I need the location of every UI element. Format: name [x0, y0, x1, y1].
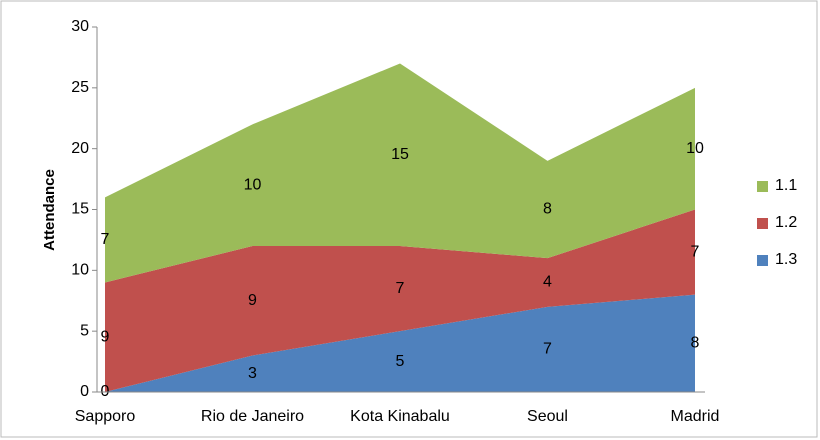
- data-label: 10: [686, 140, 704, 157]
- y-tick-label: 0: [80, 383, 89, 400]
- x-tick-label: Rio de Janeiro: [201, 408, 304, 425]
- data-label: 10: [244, 176, 262, 193]
- legend-swatch: [757, 218, 768, 229]
- data-label: 9: [248, 292, 257, 309]
- data-label: 7: [543, 341, 552, 358]
- data-label: 7: [101, 231, 110, 248]
- legend-label: 1.3: [775, 251, 797, 268]
- y-tick-label: 30: [71, 18, 89, 35]
- y-tick-label: 10: [71, 262, 89, 279]
- data-label: 8: [691, 335, 700, 352]
- legend-swatch: [757, 181, 768, 192]
- data-label: 9: [101, 328, 110, 345]
- data-label: 5: [396, 353, 405, 370]
- data-label: 7: [691, 243, 700, 260]
- y-tick-label: 25: [71, 79, 89, 96]
- x-tick-label: Madrid: [671, 408, 720, 425]
- data-label: 8: [543, 201, 552, 218]
- legend-label: 1.2: [775, 214, 797, 231]
- x-tick-label: Sapporo: [75, 408, 136, 425]
- y-tick-label: 5: [80, 322, 89, 339]
- legend-label: 1.1: [775, 177, 797, 194]
- y-tick-label: 20: [71, 140, 89, 157]
- data-label: 4: [543, 274, 552, 291]
- data-label: 7: [396, 280, 405, 297]
- chart: Attendance 03578997477101581005101520253…: [0, 0, 820, 440]
- x-tick-label: Kota Kinabalu: [350, 408, 450, 425]
- y-axis-label: Attendance: [41, 169, 58, 251]
- data-label: 3: [248, 365, 257, 382]
- y-tick-label: 15: [71, 201, 89, 218]
- legend-swatch: [757, 255, 768, 266]
- x-tick-label: Seoul: [527, 408, 568, 425]
- data-label: 15: [391, 146, 409, 163]
